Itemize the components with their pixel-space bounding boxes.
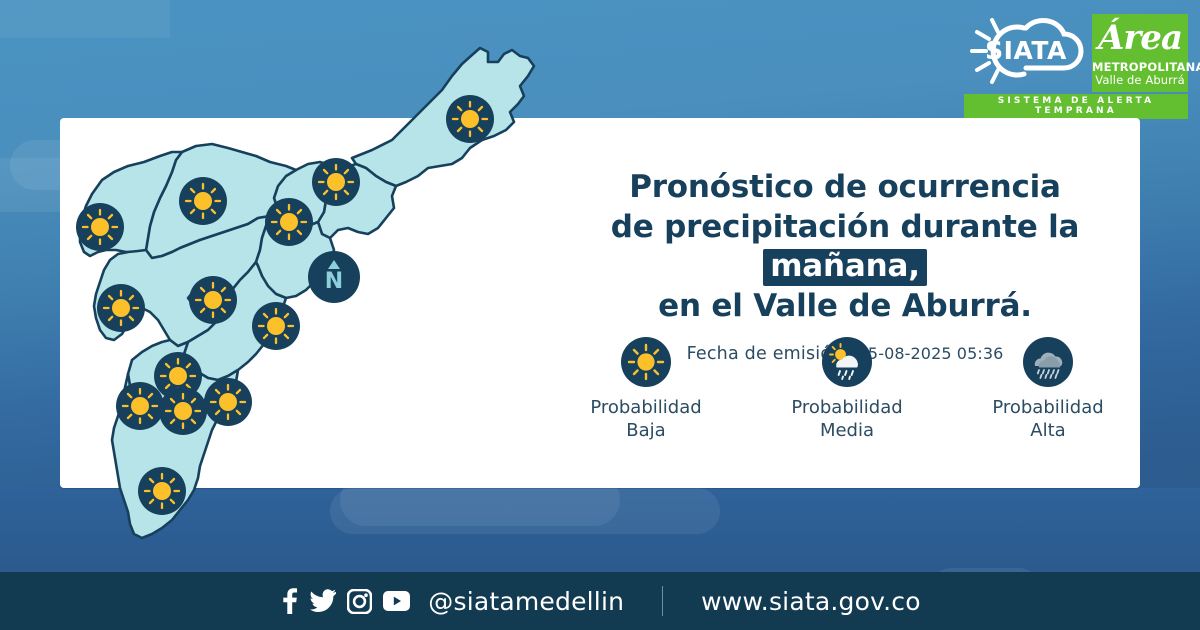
footer-divider — [662, 586, 664, 616]
youtube-icon[interactable] — [383, 591, 411, 611]
headline-highlight: mañana, — [763, 249, 927, 286]
legend-label: Probabilidad Alta — [992, 397, 1104, 441]
area-logo-line1: METROPOLITANA — [1092, 60, 1200, 74]
footer-bar: @siatamedellin www.siata.gov.co — [0, 572, 1200, 630]
headline-line-3: en el Valle de Aburrá. — [658, 288, 1032, 325]
headline-line-2-before: de precipitación durante la — [610, 208, 1080, 245]
siata-logo-text: SIATA — [985, 36, 1067, 65]
website-url[interactable]: www.siata.gov.co — [701, 586, 921, 616]
background-cloud — [0, 0, 170, 38]
issue-date-label: Fecha de emisión: — [686, 343, 849, 364]
facebook-icon[interactable] — [279, 588, 299, 614]
area-logo-script: Área — [1098, 18, 1183, 58]
legend-item-media: Probabilidad Media — [758, 337, 936, 442]
legend-item-baja: Probabilidad Baja — [557, 337, 735, 442]
issue-date-value: 15-08-2025 05:36 — [857, 343, 1004, 363]
area-metropolitana-logo: Área METROPOLITANA Valle de Aburrá — [1092, 14, 1200, 92]
twitter-icon[interactable] — [310, 589, 337, 613]
headline-block: Pronóstico de ocurrencia de precipitació… — [550, 168, 1140, 364]
background-cloud — [330, 488, 720, 534]
legend-item-alta: Probabilidad Alta — [959, 337, 1137, 442]
logo-group: SIATA Área METROPOLITANA Valle de Aburrá… — [964, 14, 1200, 119]
content-card: Pronóstico de ocurrencia de precipitació… — [60, 118, 1140, 488]
headline-line-1: Pronóstico de ocurrencia — [629, 169, 1061, 205]
legend-label: Probabilidad Baja — [590, 397, 702, 441]
siata-logo: SIATA — [970, 18, 1084, 84]
issue-date: Fecha de emisión: 15-08-2025 05:36 — [550, 344, 1140, 364]
sun-rain-icon — [822, 337, 872, 387]
legend-label: Probabilidad Media — [791, 397, 903, 441]
social-handle[interactable]: @siatamedellin — [428, 586, 625, 616]
social-links — [279, 588, 411, 614]
sun-icon — [621, 337, 671, 387]
heavy-rain-icon — [1023, 337, 1073, 387]
siata-tagline: SISTEMA DE ALERTA TEMPRANA — [964, 94, 1188, 119]
legend: Probabilidad Baja — [557, 337, 1137, 442]
page-title: Pronóstico de ocurrencia de precipitació… — [550, 168, 1140, 327]
area-logo-line2: Valle de Aburrá — [1095, 73, 1185, 87]
instagram-icon[interactable] — [347, 588, 373, 614]
